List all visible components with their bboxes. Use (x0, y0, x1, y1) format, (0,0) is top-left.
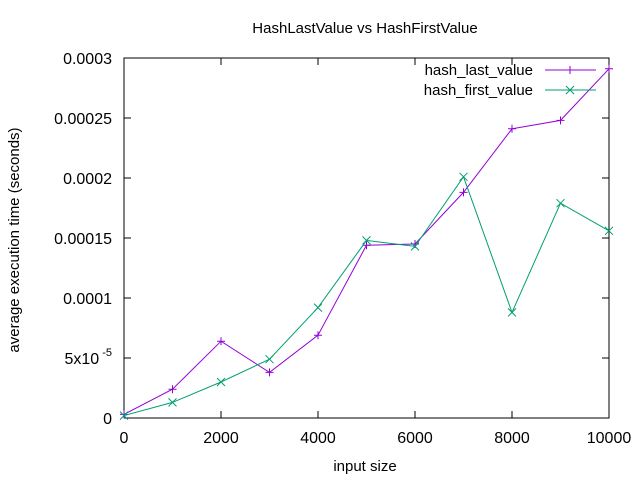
x-tick-label: 8000 (494, 430, 530, 447)
data-point (410, 242, 420, 251)
data-point (119, 411, 129, 420)
y-tick-label: 5x10 -5 (64, 347, 112, 368)
data-point (314, 331, 322, 340)
data-point (605, 64, 613, 73)
data-point (556, 198, 565, 208)
data-point (604, 226, 614, 236)
y-tick-label: 0.00015 (54, 231, 112, 248)
data-point (556, 116, 565, 125)
series-layer (119, 64, 614, 420)
x-axis-label: input size (333, 458, 396, 475)
x-tick-label: 2000 (203, 430, 239, 447)
data-point (168, 398, 177, 407)
y-tick-label: 0.0001 (63, 291, 112, 308)
data-point (168, 385, 177, 394)
data-point (508, 124, 516, 133)
x-tick-label: 10000 (587, 430, 632, 447)
y-tick-label: 0.00025 (54, 111, 112, 128)
data-point (362, 241, 371, 250)
y-tick-label: 0.0003 (63, 51, 112, 68)
legend: hash_last_value hash_first_value (424, 62, 596, 99)
data-point (313, 303, 323, 312)
series-hash-last-value (120, 64, 613, 419)
x-tick-label: 6000 (397, 430, 433, 447)
data-point (362, 236, 371, 245)
y-tick-label: 0 (103, 411, 112, 428)
data-point (459, 188, 468, 197)
plot-frame (123, 57, 610, 419)
series-line (123, 175, 610, 417)
y-tick-label: 0.0002 (63, 171, 112, 188)
data-point (265, 368, 274, 377)
x-tick-label: 0 (120, 430, 129, 447)
data-point (216, 377, 226, 387)
data-point (566, 66, 574, 74)
data-point (507, 308, 517, 317)
data-point (217, 337, 225, 346)
plot-border (123, 57, 610, 419)
chart-title: HashLastValue vs HashFirstValue (252, 20, 477, 37)
data-point (459, 172, 468, 182)
y-axis-label: average execution time (seconds) (6, 127, 23, 352)
y-axis: 0 5x10 -5 0.0001 0.00015 0.0002 0.00025 0.0003 (54, 51, 609, 428)
legend-label: hash_first_value (424, 82, 533, 99)
x-tick-label: 4000 (300, 430, 336, 447)
data-point (265, 354, 274, 364)
data-point (565, 85, 575, 95)
x-axis: 0 2000 4000 6000 8000 10000 (120, 58, 632, 447)
series-hash-first-value (119, 172, 614, 420)
legend-label: hash_last_value (425, 62, 533, 79)
